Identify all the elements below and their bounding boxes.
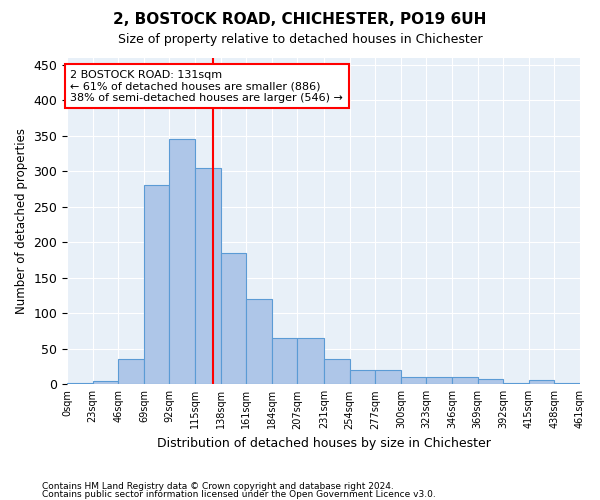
- Bar: [93, 381, 118, 384]
- Bar: [246, 299, 272, 384]
- Bar: [529, 380, 554, 384]
- Bar: [272, 338, 298, 384]
- Bar: [67, 383, 93, 384]
- Bar: [554, 383, 580, 384]
- Text: 2 BOSTOCK ROAD: 131sqm
← 61% of detached houses are smaller (886)
38% of semi-de: 2 BOSTOCK ROAD: 131sqm ← 61% of detached…: [70, 70, 343, 103]
- X-axis label: Distribution of detached houses by size in Chichester: Distribution of detached houses by size …: [157, 437, 491, 450]
- Bar: [298, 338, 324, 384]
- Bar: [350, 370, 376, 384]
- Bar: [427, 377, 452, 384]
- Text: Contains public sector information licensed under the Open Government Licence v3: Contains public sector information licen…: [42, 490, 436, 499]
- Bar: [195, 168, 221, 384]
- Bar: [221, 253, 246, 384]
- Text: Size of property relative to detached houses in Chichester: Size of property relative to detached ho…: [118, 32, 482, 46]
- Bar: [169, 139, 195, 384]
- Y-axis label: Number of detached properties: Number of detached properties: [15, 128, 28, 314]
- Bar: [401, 377, 427, 384]
- Bar: [452, 377, 478, 384]
- Bar: [478, 380, 503, 384]
- Bar: [376, 370, 401, 384]
- Bar: [503, 383, 529, 384]
- Bar: [324, 360, 350, 384]
- Text: Contains HM Land Registry data © Crown copyright and database right 2024.: Contains HM Land Registry data © Crown c…: [42, 482, 394, 491]
- Bar: [118, 360, 144, 384]
- Text: 2, BOSTOCK ROAD, CHICHESTER, PO19 6UH: 2, BOSTOCK ROAD, CHICHESTER, PO19 6UH: [113, 12, 487, 28]
- Bar: [144, 186, 169, 384]
